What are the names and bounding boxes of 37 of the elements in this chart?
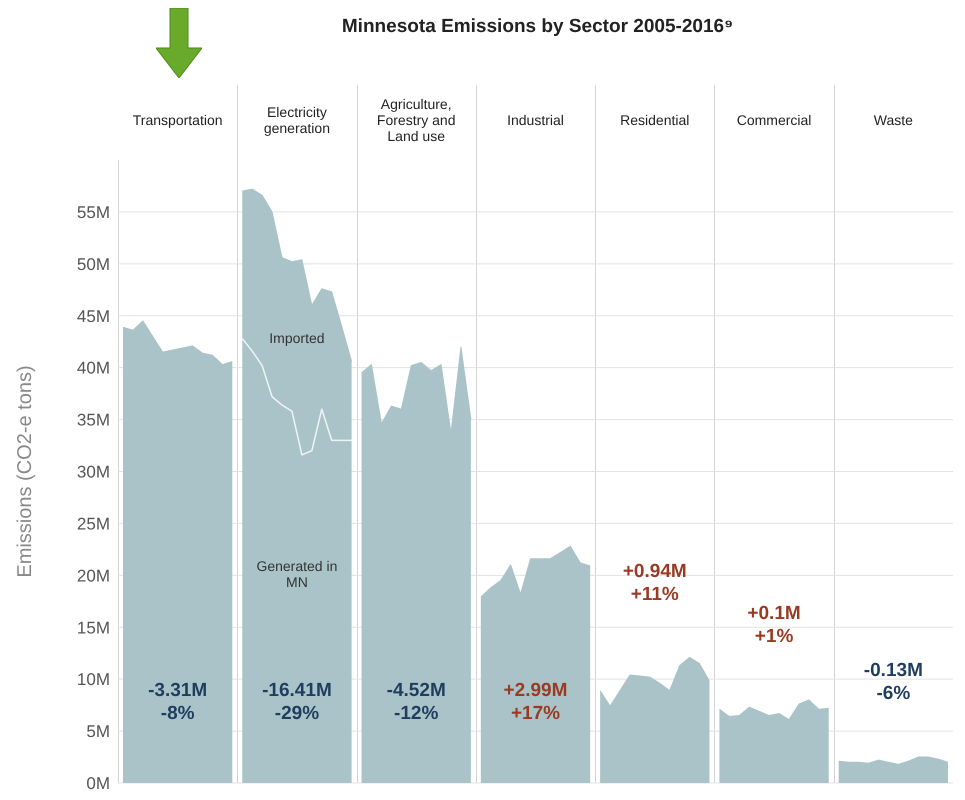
annotation: -29% <box>274 702 320 725</box>
annotation: +2.99M <box>504 679 568 702</box>
y-tick-label: 50M <box>76 254 110 274</box>
annotation: +17% <box>510 702 562 725</box>
text: Waste <box>872 112 914 128</box>
annotation: -3.31M <box>148 679 208 702</box>
annotation: +0.94M <box>622 560 687 583</box>
y-tick-label: 10M <box>76 670 110 690</box>
y-tick-label: 25M <box>76 514 110 534</box>
y-tick-label: 40M <box>76 358 110 378</box>
y-tick-label: 20M <box>76 566 110 586</box>
text: Industrial <box>506 112 565 128</box>
text: Commercial <box>736 112 812 128</box>
y-tick-label: 15M <box>76 618 110 638</box>
y-tick-label: 35M <box>76 410 110 430</box>
annotation: Imported <box>269 330 325 346</box>
text: Electricity generation <box>262 104 331 136</box>
y-axis-title: Emissions (CO2-e tons) <box>14 365 36 578</box>
text: Agriculture, Forestry and Land use <box>376 96 456 144</box>
y-tick-label: 30M <box>76 462 110 482</box>
annotation: -0.13M <box>864 659 923 682</box>
annotation: -16.41M <box>262 679 332 702</box>
annotation: -8% <box>160 702 196 725</box>
annotation: -6% <box>875 682 912 706</box>
text: Generated in MN <box>255 558 338 590</box>
y-tick-label: 5M <box>86 722 110 742</box>
annotation: +11% <box>630 582 680 606</box>
annotation: -4.52M <box>386 679 446 702</box>
annotation: +0.1M <box>747 602 801 626</box>
y-tick-label: 45M <box>76 306 110 326</box>
text: Residential <box>619 112 690 128</box>
y-tick-label: 55M <box>76 202 110 222</box>
annotation: -12% <box>393 702 440 725</box>
annotation: +1% <box>754 625 794 648</box>
chart-title: Minnesota Emissions by Sector 2005-2016⁹ <box>340 16 734 38</box>
text: Transportation <box>132 112 224 128</box>
y-tick-label: 0M <box>86 774 110 794</box>
